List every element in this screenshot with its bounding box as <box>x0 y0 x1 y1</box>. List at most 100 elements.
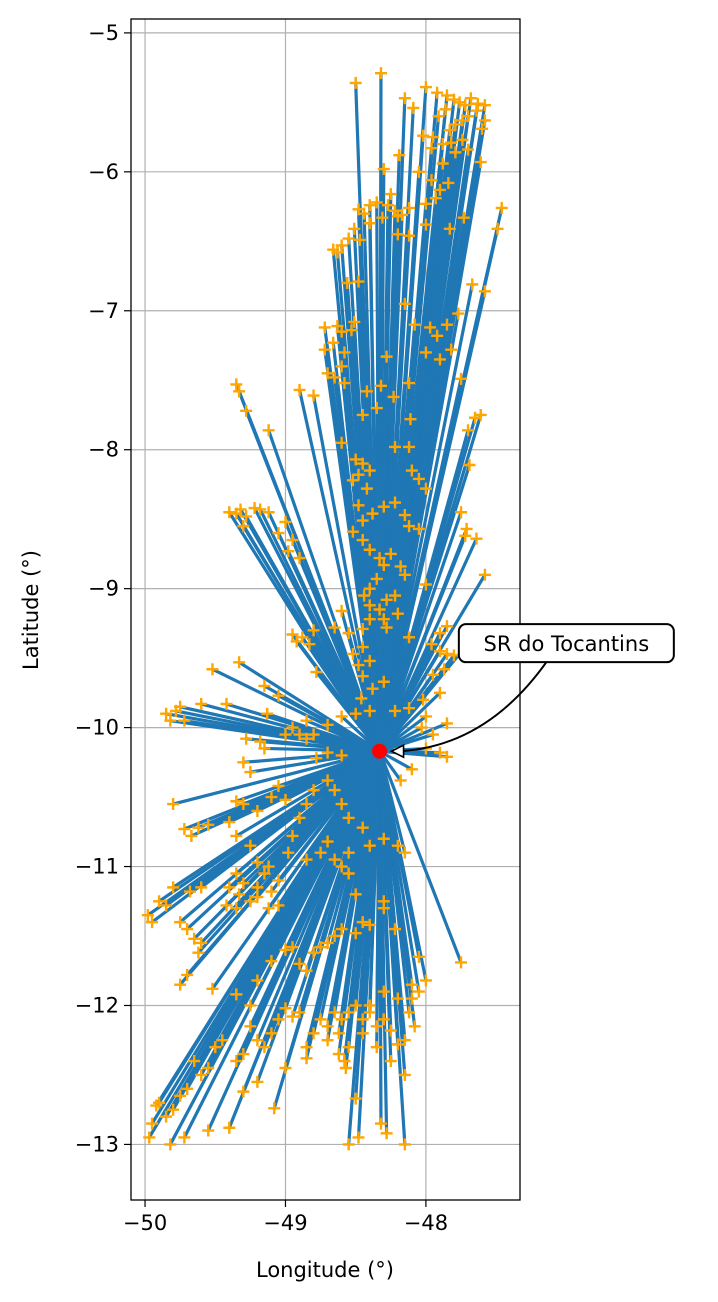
point-marker <box>327 243 340 256</box>
point-marker <box>363 704 376 717</box>
point-marker <box>474 408 487 421</box>
point-marker <box>433 353 446 366</box>
connection-line <box>283 521 382 752</box>
point-marker <box>327 336 340 349</box>
point-marker <box>356 1027 369 1040</box>
y-tick-label: −5 <box>88 21 119 45</box>
point-marker <box>391 839 404 852</box>
point-marker <box>419 218 432 231</box>
point-marker <box>349 76 362 89</box>
point-marker <box>417 693 430 706</box>
connection-line <box>377 751 414 985</box>
point-marker <box>459 529 472 542</box>
point-marker <box>272 899 285 912</box>
point-marker <box>272 527 285 540</box>
point-marker <box>220 697 233 710</box>
point-marker <box>363 654 376 667</box>
point-marker <box>440 89 453 102</box>
point-marker <box>195 936 208 949</box>
point-marker <box>310 666 323 679</box>
connection-line <box>377 681 386 752</box>
point-marker <box>440 318 453 331</box>
point-marker <box>335 325 348 338</box>
point-marker <box>419 578 432 591</box>
point-marker <box>251 1034 264 1047</box>
point-marker <box>355 692 368 705</box>
point-marker <box>384 547 397 560</box>
point-marker <box>419 710 432 723</box>
point-marker <box>431 86 444 99</box>
point-marker <box>262 902 275 915</box>
point-marker <box>258 1041 271 1054</box>
point-marker <box>328 1006 341 1019</box>
point-marker <box>349 453 362 466</box>
point-marker <box>300 732 313 745</box>
point-marker <box>300 798 313 811</box>
point-marker <box>314 941 327 954</box>
point-marker <box>363 464 376 477</box>
point-marker <box>408 1020 421 1033</box>
connection-line <box>315 671 381 753</box>
point-marker <box>150 1099 163 1112</box>
point-marker <box>433 746 446 759</box>
point-marker <box>279 728 292 741</box>
point-marker <box>237 877 250 890</box>
point-markers <box>141 67 508 1151</box>
point-marker <box>456 133 469 146</box>
point-marker <box>405 464 418 477</box>
point-marker <box>380 593 393 606</box>
x-tick-label: −49 <box>263 1211 307 1235</box>
point-marker <box>445 136 458 149</box>
point-marker <box>237 1085 250 1098</box>
point-marker <box>356 534 369 547</box>
point-marker <box>426 131 439 144</box>
point-marker <box>360 482 373 495</box>
point-marker <box>391 210 404 223</box>
point-marker <box>478 99 491 112</box>
point-marker <box>466 278 479 291</box>
point-marker <box>272 689 285 702</box>
point-marker <box>220 899 233 912</box>
point-marker <box>356 514 369 527</box>
point-marker <box>442 176 455 189</box>
point-marker <box>192 821 205 834</box>
point-marker <box>398 846 411 859</box>
point-marker <box>251 856 264 869</box>
point-marker <box>230 867 243 880</box>
point-marker <box>377 675 390 688</box>
point-marker <box>335 798 348 811</box>
connection-line <box>347 751 382 1145</box>
point-marker <box>251 804 264 817</box>
point-marker <box>321 718 334 731</box>
point-marker <box>268 1102 281 1115</box>
point-marker <box>403 520 416 533</box>
point-marker <box>377 163 390 176</box>
point-marker <box>384 188 397 201</box>
point-marker <box>478 285 491 298</box>
point-marker <box>419 346 432 359</box>
point-marker <box>363 999 376 1012</box>
point-marker <box>464 92 477 105</box>
connection-line <box>266 712 381 753</box>
x-axis-ticks: −50 −49 −48 <box>123 1200 448 1235</box>
point-marker <box>474 156 487 169</box>
point-marker <box>202 1062 215 1075</box>
point-marker <box>440 750 453 763</box>
point-marker <box>342 1138 355 1151</box>
point-marker <box>335 923 348 936</box>
connection-line <box>379 733 434 753</box>
point-marker <box>447 93 460 106</box>
point-marker <box>300 714 313 727</box>
connection-line <box>378 750 463 963</box>
point-marker <box>188 1055 201 1068</box>
point-marker <box>393 149 406 162</box>
point-marker <box>293 728 306 741</box>
point-marker <box>363 543 376 556</box>
point-marker <box>389 923 402 936</box>
point-marker <box>262 424 275 437</box>
y-tick-label: −11 <box>75 855 119 879</box>
point-marker <box>286 721 299 734</box>
point-marker <box>332 1027 345 1040</box>
point-marker <box>398 1068 411 1081</box>
connection-line <box>183 749 381 831</box>
